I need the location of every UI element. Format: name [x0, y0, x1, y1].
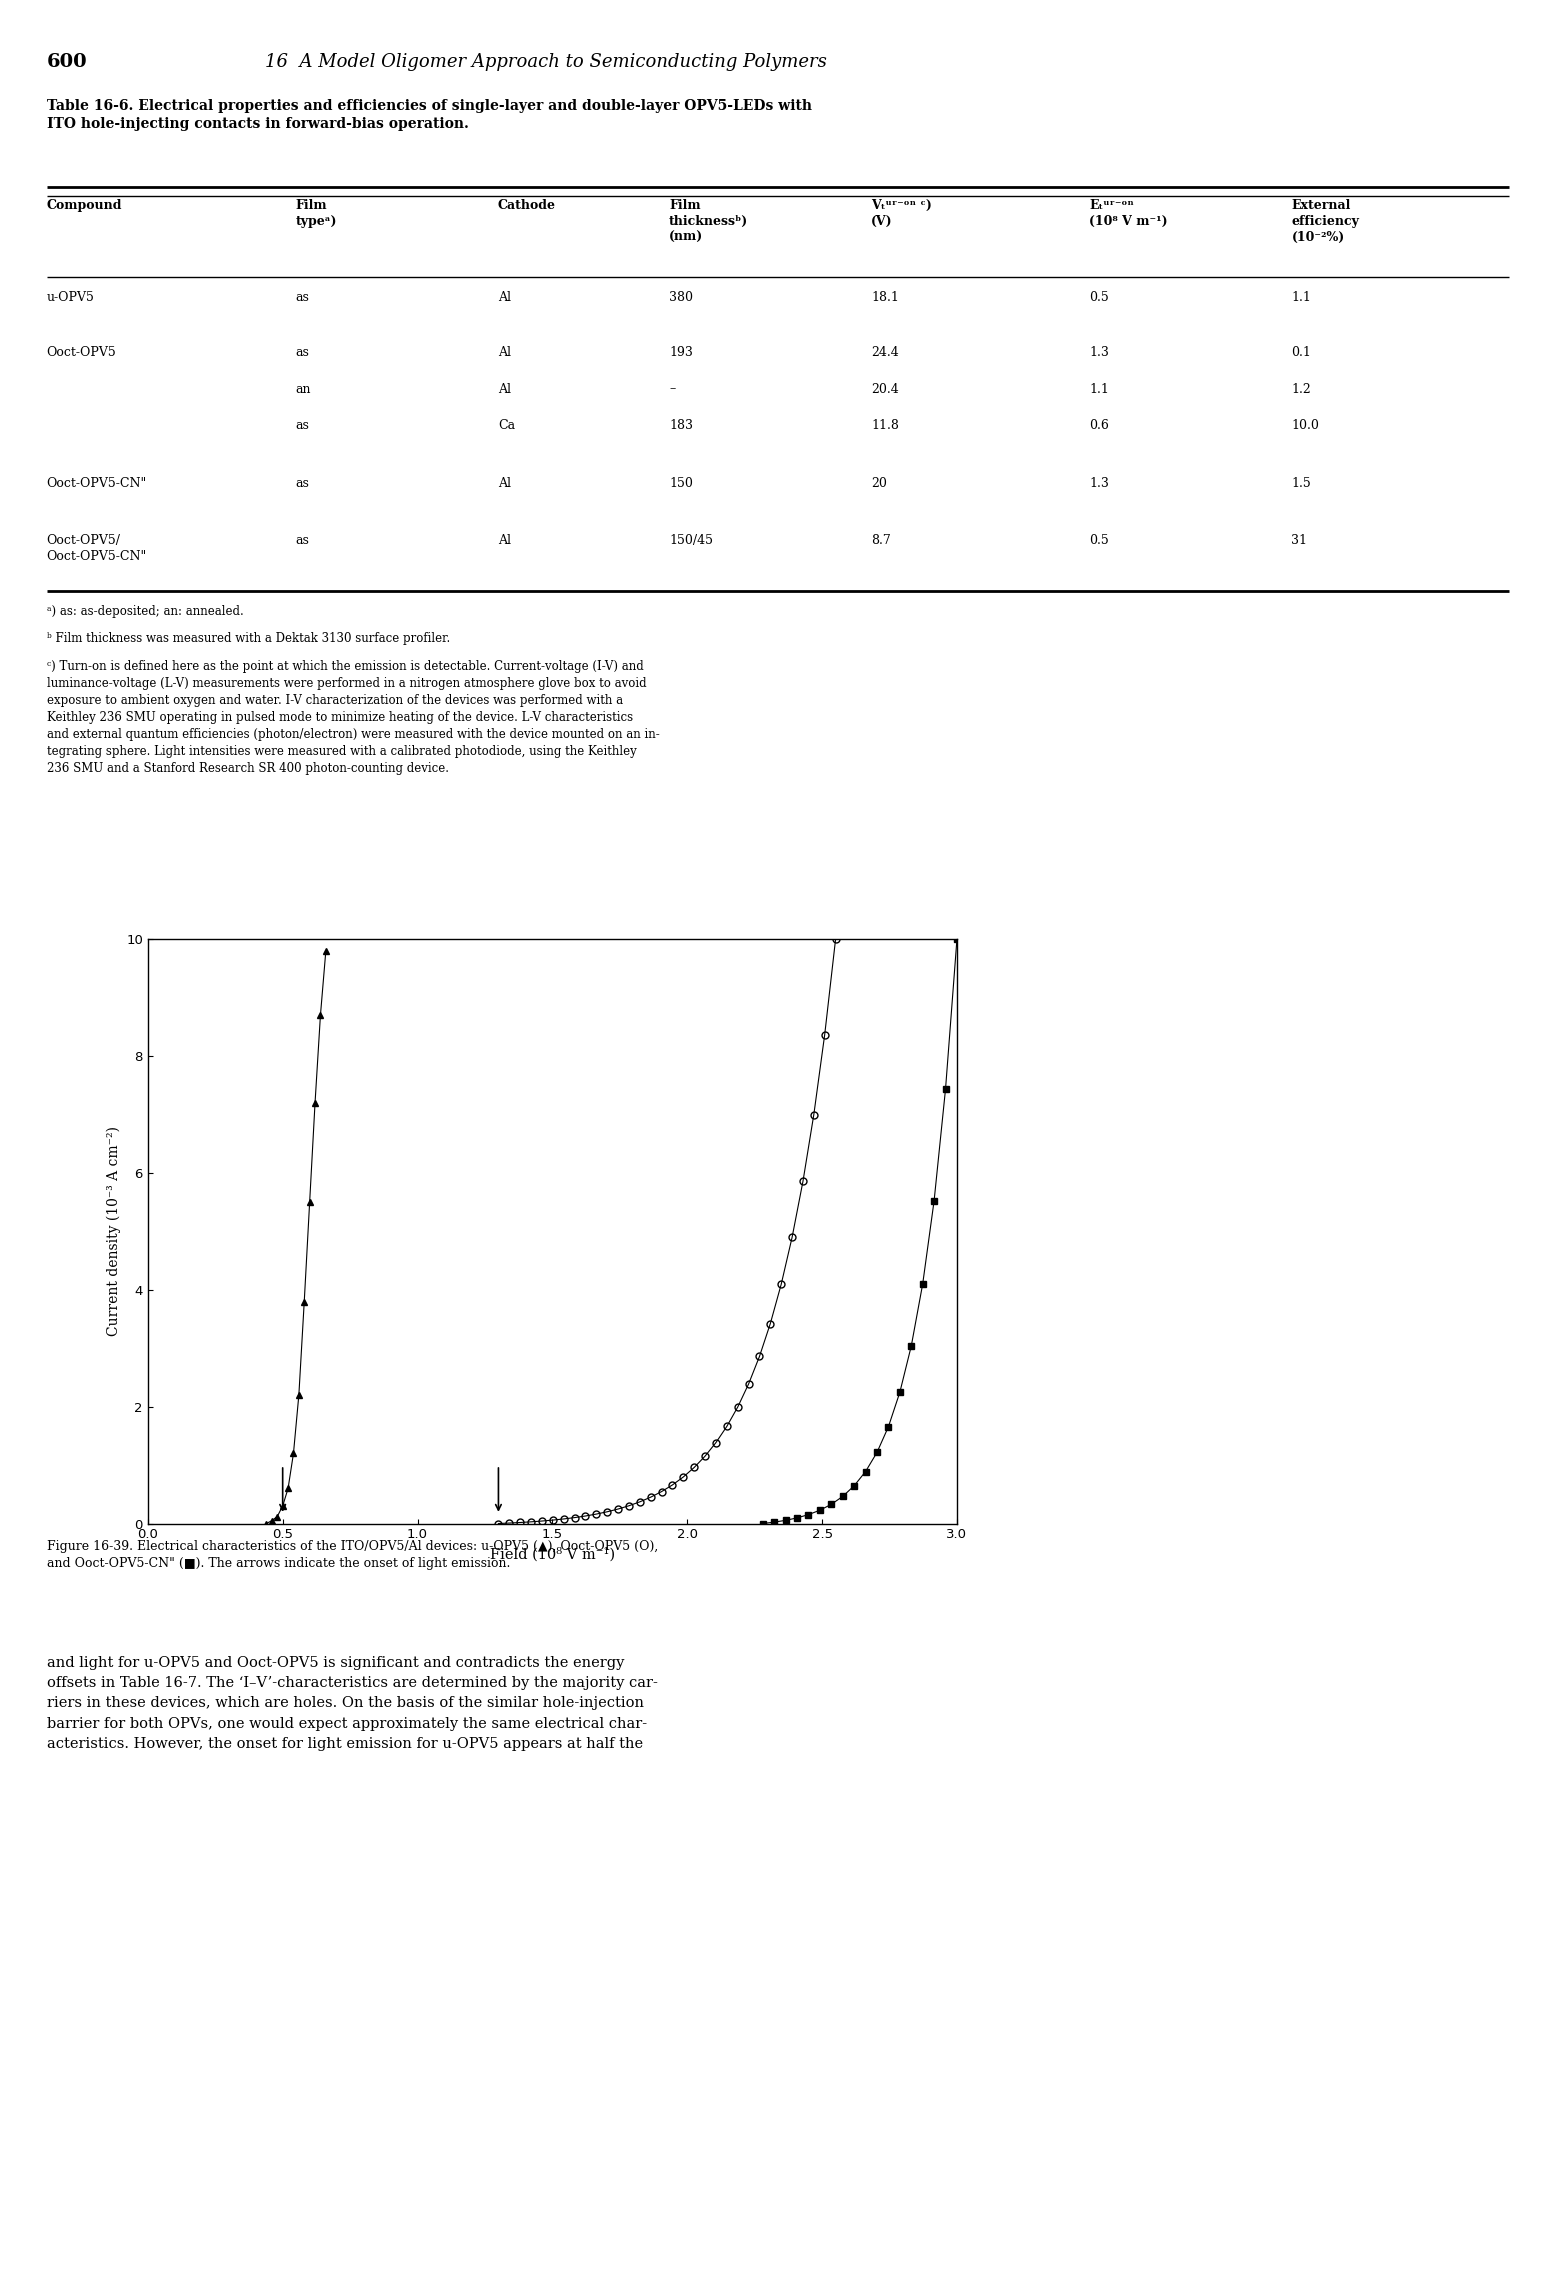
Text: 0.6: 0.6: [1089, 419, 1109, 433]
Text: 150: 150: [669, 477, 692, 490]
Text: u-OPV5: u-OPV5: [47, 291, 95, 305]
Text: 18.1: 18.1: [871, 291, 899, 305]
Text: 1.2: 1.2: [1291, 383, 1312, 396]
Text: 1.1: 1.1: [1291, 291, 1312, 305]
Text: as: as: [296, 477, 310, 490]
Text: –: –: [669, 383, 675, 396]
Text: 0.1: 0.1: [1291, 346, 1312, 360]
Text: 150/45: 150/45: [669, 534, 713, 548]
Text: as: as: [296, 534, 310, 548]
Text: ᵇ Film thickness was measured with a Dektak 3130 surface profiler.: ᵇ Film thickness was measured with a Dek…: [47, 632, 450, 646]
Text: an: an: [296, 383, 311, 396]
Text: Vₜᵘʳ⁻ᵒⁿ ᶜ)
(V): Vₜᵘʳ⁻ᵒⁿ ᶜ) (V): [871, 199, 932, 229]
Text: 0.5: 0.5: [1089, 291, 1109, 305]
Text: as: as: [296, 291, 310, 305]
Text: Figure 16-39. Electrical characteristics of the ITO/OPV5/Al devices: u-OPV5 (▲),: Figure 16-39. Electrical characteristics…: [47, 1540, 658, 1569]
Text: 11.8: 11.8: [871, 419, 899, 433]
Text: 0.5: 0.5: [1089, 534, 1109, 548]
Text: External
efficiency
(10⁻²%): External efficiency (10⁻²%): [1291, 199, 1360, 245]
Text: Film
thicknessᵇ)
(nm): Film thicknessᵇ) (nm): [669, 199, 748, 245]
Y-axis label: Current density (10⁻³ A cm⁻²): Current density (10⁻³ A cm⁻²): [106, 1127, 120, 1336]
Text: ᶜ) Turn-on is defined here as the point at which the emission is detectable. Cur: ᶜ) Turn-on is defined here as the point …: [47, 660, 660, 774]
Text: Ca: Ca: [498, 419, 515, 433]
Text: 193: 193: [669, 346, 692, 360]
Text: 8.7: 8.7: [871, 534, 892, 548]
Text: Table 16-6. Electrical properties and efficiencies of single-layer and double-la: Table 16-6. Electrical properties and ef…: [47, 99, 812, 131]
Text: 183: 183: [669, 419, 692, 433]
Text: Film
typeᵃ): Film typeᵃ): [296, 199, 338, 229]
Text: 16  A Model Oligomer Approach to Semiconducting Polymers: 16 A Model Oligomer Approach to Semicond…: [265, 53, 826, 71]
Text: Ooct-OPV5/
Ooct-OPV5-CN": Ooct-OPV5/ Ooct-OPV5-CN": [47, 534, 146, 564]
Text: 1.3: 1.3: [1089, 346, 1109, 360]
X-axis label: Field (10⁸ V m⁻¹): Field (10⁸ V m⁻¹): [490, 1546, 615, 1560]
Text: 31: 31: [1291, 534, 1307, 548]
Text: 1.5: 1.5: [1291, 477, 1312, 490]
Text: 380: 380: [669, 291, 692, 305]
Text: and light for u-OPV5 and Ooct-OPV5 is significant and contradicts the energy
off: and light for u-OPV5 and Ooct-OPV5 is si…: [47, 1656, 658, 1750]
Text: Cathode: Cathode: [498, 199, 555, 213]
Text: Ooct-OPV5-CN": Ooct-OPV5-CN": [47, 477, 146, 490]
Text: 1.3: 1.3: [1089, 477, 1109, 490]
Text: Al: Al: [498, 383, 510, 396]
Text: as: as: [296, 346, 310, 360]
Text: Al: Al: [498, 291, 510, 305]
Text: Compound: Compound: [47, 199, 123, 213]
Text: Eₜᵘʳ⁻ᵒⁿ
(10⁸ V m⁻¹): Eₜᵘʳ⁻ᵒⁿ (10⁸ V m⁻¹): [1089, 199, 1169, 229]
Text: ᵃ) as: as-deposited; an: annealed.: ᵃ) as: as-deposited; an: annealed.: [47, 605, 243, 619]
Text: Al: Al: [498, 534, 510, 548]
Text: 600: 600: [47, 53, 87, 71]
Text: Al: Al: [498, 346, 510, 360]
Text: Al: Al: [498, 477, 510, 490]
Text: 1.1: 1.1: [1089, 383, 1109, 396]
Text: 20: 20: [871, 477, 887, 490]
Text: 20.4: 20.4: [871, 383, 899, 396]
Text: 24.4: 24.4: [871, 346, 899, 360]
Text: Ooct-OPV5: Ooct-OPV5: [47, 346, 117, 360]
Text: as: as: [296, 419, 310, 433]
Text: 10.0: 10.0: [1291, 419, 1319, 433]
